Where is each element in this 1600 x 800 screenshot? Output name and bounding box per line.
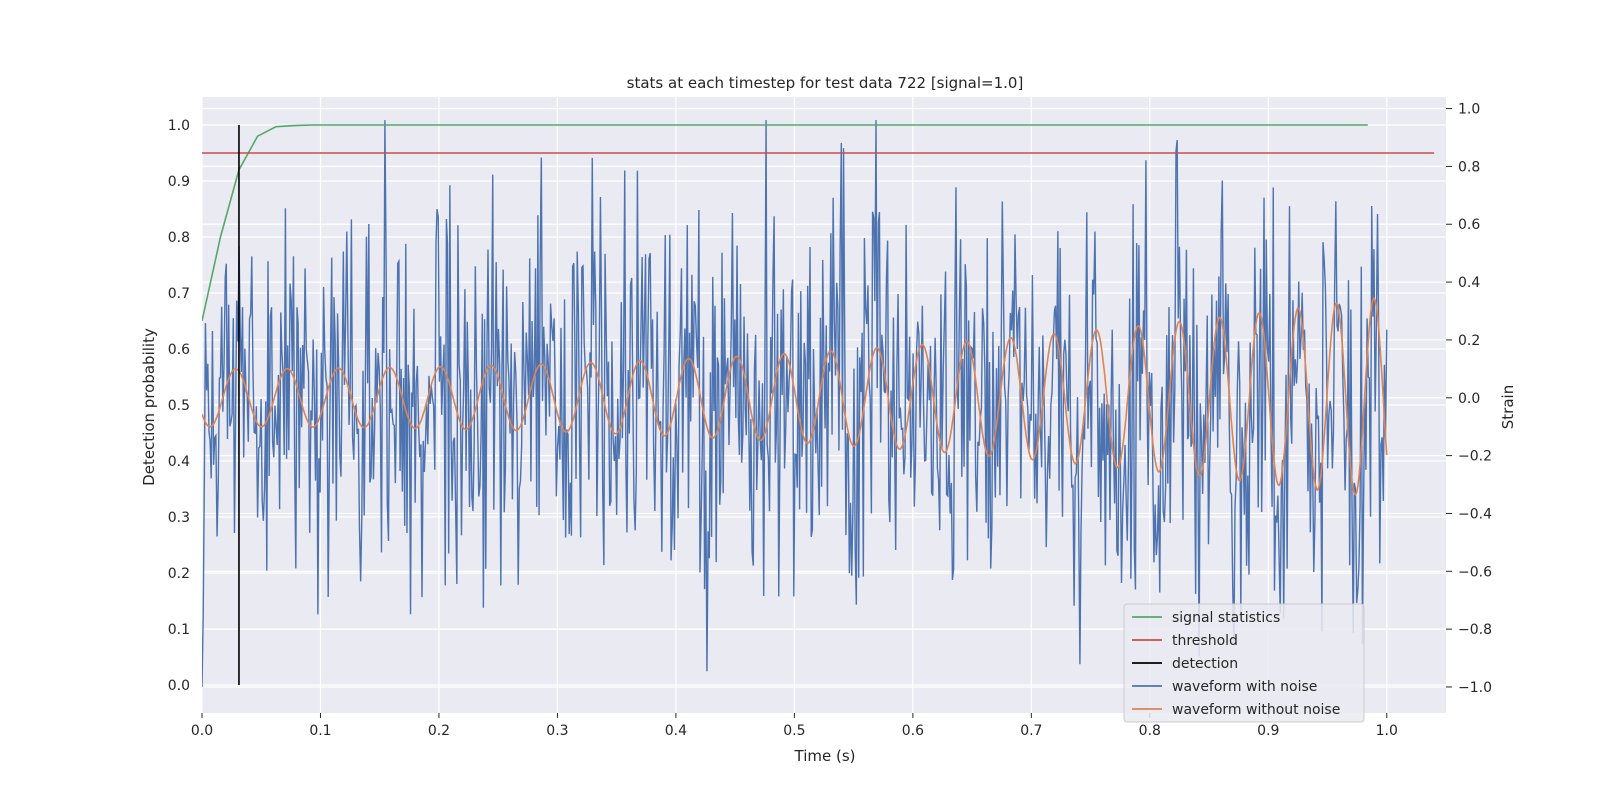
y-axis-left-ticks: 0.0 0.1 0.2 0.3 0.4 0.5 0.6 0.7 0.8 0.9 1.0 [168, 118, 190, 694]
x-tick-label: 0.0 [191, 723, 213, 739]
series-line-waveform-with-noise [202, 120, 1388, 687]
y-right-tick-label: −0.4 [1458, 506, 1492, 522]
legend-entry: threshold [1172, 633, 1238, 649]
legend-box [1123, 603, 1365, 723]
y-left-tick-label: 0.2 [168, 566, 190, 582]
y-axis-right-ticks: −1.0 −0.8 −0.6 −0.4 −0.2 0.0 0.2 0.4 0.6 0.8 1.0 [1446, 102, 1492, 696]
legend-entry: waveform without noise [1172, 702, 1340, 718]
y-left-tick-label: 0.6 [168, 342, 190, 358]
legend: signal statistics threshold detection wavef… [1123, 603, 1365, 723]
y-left-tick-label: 0.9 [168, 174, 190, 190]
y-right-tick-label: −0.6 [1458, 564, 1492, 580]
y-axis-left-label: Detection probability [140, 328, 158, 486]
y-left-tick-label: 0.8 [168, 230, 190, 246]
x-tick-label: 0.1 [309, 723, 331, 739]
x-axis-label: Time (s) [794, 747, 856, 765]
y-right-tick-label: 1.0 [1458, 102, 1480, 118]
y-right-tick-label: 0.8 [1458, 159, 1480, 175]
y-left-tick-label: 0.0 [168, 678, 190, 694]
y-left-tick-label: 1.0 [168, 118, 190, 134]
y-right-tick-label: −0.2 [1458, 449, 1492, 465]
y-left-tick-label: 0.3 [168, 510, 190, 526]
y-right-tick-label: −1.0 [1458, 680, 1492, 696]
y-left-tick-label: 0.4 [168, 454, 190, 470]
x-tick-label: 0.3 [546, 723, 568, 739]
y-left-tick-label: 0.1 [168, 622, 190, 638]
legend-entry: waveform with noise [1172, 679, 1317, 695]
x-tick-label: 0.9 [1257, 723, 1279, 739]
chart-title: stats at each timestep for test data 722… [627, 74, 1024, 92]
x-tick-label: 0.2 [428, 723, 450, 739]
y-left-tick-label: 0.7 [168, 286, 190, 302]
y-axis-right-label: Strain [1499, 385, 1517, 429]
series-line-waveform-without-noise [202, 296, 1388, 497]
x-tick-label: 1.0 [1376, 723, 1398, 739]
legend-entry: detection [1172, 656, 1238, 672]
y-right-tick-label: 0.2 [1458, 333, 1480, 349]
x-tick-label: 0.6 [902, 723, 924, 739]
x-axis-ticks: 0.0 0.1 0.2 0.3 0.4 0.5 0.6 0.7 0.8 0.9 1.0 [191, 713, 1398, 739]
x-tick-label: 0.8 [1139, 723, 1161, 739]
x-tick-label: 0.5 [783, 723, 805, 739]
y-left-tick-label: 0.5 [168, 398, 190, 414]
y-right-tick-label: 0.0 [1458, 391, 1480, 407]
y-right-tick-label: 0.4 [1458, 275, 1480, 291]
y-right-tick-label: −0.8 [1458, 622, 1492, 638]
plot-lines [202, 120, 1435, 687]
x-tick-label: 0.7 [1020, 723, 1042, 739]
x-tick-label: 0.4 [665, 723, 687, 739]
series-line-signal-statistics [202, 124, 1368, 322]
y-right-tick-label: 0.6 [1458, 217, 1480, 233]
legend-entry: signal statistics [1172, 610, 1280, 626]
